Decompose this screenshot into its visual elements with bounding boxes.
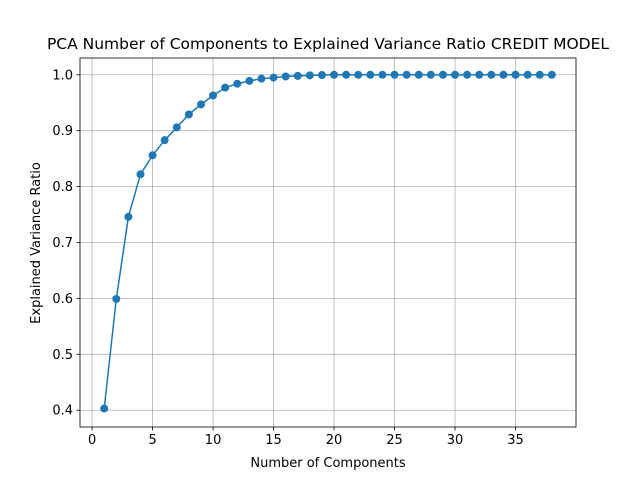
data-point xyxy=(378,70,387,79)
data-point xyxy=(523,70,532,79)
y-tick-label: 0.7 xyxy=(52,236,73,251)
data-point xyxy=(487,70,496,79)
y-tick-label: 0.5 xyxy=(52,348,73,363)
data-point xyxy=(100,404,109,413)
data-point xyxy=(475,70,484,79)
data-point xyxy=(414,70,423,79)
data-point xyxy=(257,74,266,83)
data-point xyxy=(221,83,230,92)
data-point xyxy=(136,170,145,179)
y-tick-label: 0.9 xyxy=(52,124,73,139)
data-point xyxy=(233,79,242,88)
data-point xyxy=(148,151,157,160)
data-point xyxy=(184,110,193,119)
plot-area xyxy=(76,57,577,431)
x-tick-label: 25 xyxy=(386,433,403,448)
data-point xyxy=(305,71,314,80)
data-point xyxy=(209,91,218,100)
x-tick-label: 15 xyxy=(265,433,282,448)
x-axis-title: Number of Components xyxy=(250,456,405,471)
data-point xyxy=(511,70,520,79)
data-point xyxy=(172,123,181,132)
x-tick-label: 10 xyxy=(205,433,222,448)
tick-marks xyxy=(76,74,516,431)
y-axis-title: Explained Variance Ratio xyxy=(29,162,44,324)
data-point xyxy=(330,70,339,79)
y-tick-label: 1.0 xyxy=(52,68,73,83)
x-tick-label: 5 xyxy=(148,433,156,448)
data-point xyxy=(366,70,375,79)
data-point xyxy=(160,136,169,145)
y-tick-label: 0.8 xyxy=(52,180,73,195)
x-tick-label: 0 xyxy=(88,433,96,448)
y-tick-label: 0.4 xyxy=(52,404,73,419)
data-point xyxy=(547,70,556,79)
data-point xyxy=(438,70,447,79)
data-point xyxy=(342,70,351,79)
x-tick-label: 30 xyxy=(447,433,464,448)
data-point xyxy=(354,70,363,79)
gridlines xyxy=(80,58,576,427)
data-point xyxy=(390,70,399,79)
data-point xyxy=(499,70,508,79)
data-point xyxy=(535,70,544,79)
x-tick-label: 20 xyxy=(326,433,343,448)
series-layer xyxy=(100,70,556,413)
x-tick-label: 35 xyxy=(507,433,524,448)
data-point xyxy=(124,212,133,221)
data-point xyxy=(317,71,326,80)
data-point xyxy=(463,70,472,79)
data-point xyxy=(269,73,278,82)
data-point xyxy=(245,76,254,85)
data-point xyxy=(112,294,121,303)
data-point xyxy=(451,70,460,79)
data-point xyxy=(293,71,302,80)
y-tick-label: 0.6 xyxy=(52,292,73,307)
data-point xyxy=(196,100,205,109)
data-point xyxy=(426,70,435,79)
chart-title: PCA Number of Components to Explained Va… xyxy=(47,35,609,53)
data-point xyxy=(281,72,290,81)
data-point xyxy=(402,70,411,79)
